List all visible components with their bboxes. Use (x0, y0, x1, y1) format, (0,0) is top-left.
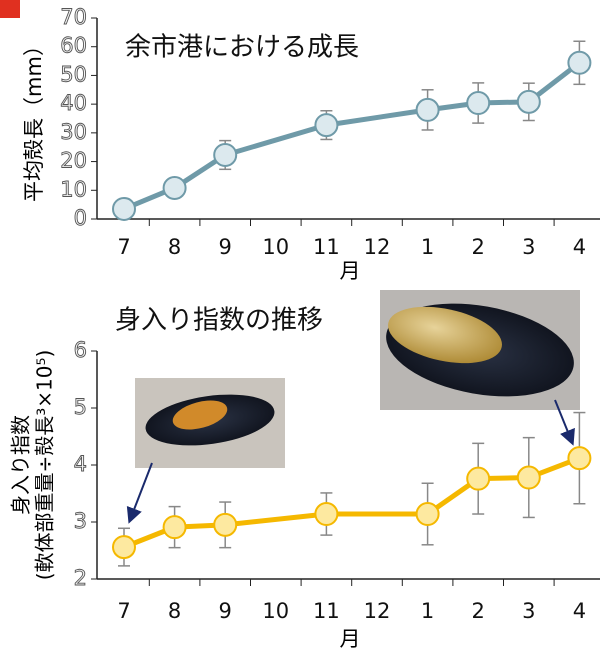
x-tick-label: 7 (117, 599, 130, 623)
point (162, 175, 187, 200)
x-tick-label: 12 (364, 599, 391, 623)
y-tick-label: 40 (60, 91, 87, 115)
point (162, 515, 187, 540)
point (415, 502, 440, 527)
point (466, 466, 491, 491)
x-tick-label: 9 (219, 235, 232, 259)
y-tick-label: 3 (74, 509, 87, 533)
x-tick-label: 7 (117, 235, 130, 259)
chart-title: 身入り指数の推移 (115, 306, 323, 336)
x-tick-label: 4 (573, 235, 586, 259)
point (314, 113, 339, 138)
line-segment (224, 122, 328, 158)
point (112, 196, 136, 221)
y-tick-label: 0 (74, 206, 87, 230)
line-segment (224, 511, 327, 528)
point (314, 502, 339, 527)
arrow (554, 399, 575, 446)
x-tick-label: 1 (421, 235, 434, 259)
point (516, 89, 541, 114)
x-tick-label: 11 (313, 235, 340, 259)
point (516, 465, 541, 490)
y-tick-label: 30 (60, 120, 87, 144)
x-tick-label: 2 (472, 599, 485, 623)
x-tick-label: 11 (313, 599, 340, 623)
line-segment (326, 107, 428, 128)
y-tick-label: 60 (60, 34, 87, 58)
y-tick-label: 70 (60, 5, 87, 29)
x-tick-label: 1 (421, 599, 434, 623)
x-axis-label: 月 (340, 259, 361, 283)
x-tick-label: 10 (262, 599, 289, 623)
y-axis-label: 身入り指数 (9, 415, 33, 515)
point (567, 446, 592, 471)
x-tick-label: 9 (219, 599, 232, 623)
y-tick-label: 20 (60, 149, 87, 173)
point (213, 512, 238, 537)
x-axis-label: 月 (340, 627, 361, 651)
y-tick-label: 6 (74, 338, 87, 362)
y-axis-label: (軟体部重量÷殻長³×10⁵) (33, 350, 57, 581)
point (466, 90, 491, 115)
point (213, 142, 238, 167)
x-tick-label: 10 (262, 235, 289, 259)
photo-small (135, 378, 285, 468)
x-tick-label: 8 (168, 599, 181, 623)
y-tick-label: 2 (74, 566, 87, 590)
y-axis-label: 平均殻長（mm） (22, 35, 46, 202)
x-tick-label: 3 (522, 235, 535, 259)
point (112, 535, 136, 560)
x-tick-label: 4 (573, 599, 586, 623)
photo-large (380, 290, 580, 410)
y-tick-label: 50 (60, 62, 87, 86)
arrow (126, 462, 153, 524)
x-tick-label: 12 (364, 235, 391, 259)
y-tick-label: 10 (60, 177, 87, 201)
x-tick-label: 8 (168, 235, 181, 259)
point (567, 50, 592, 75)
badge (0, 0, 20, 18)
y-tick-label: 5 (74, 395, 87, 419)
x-tick-label: 2 (472, 235, 485, 259)
y-tick-label: 4 (74, 452, 87, 476)
point (415, 97, 440, 122)
chart-title: 余市港における成長 (125, 33, 359, 63)
x-tick-label: 3 (522, 599, 535, 623)
